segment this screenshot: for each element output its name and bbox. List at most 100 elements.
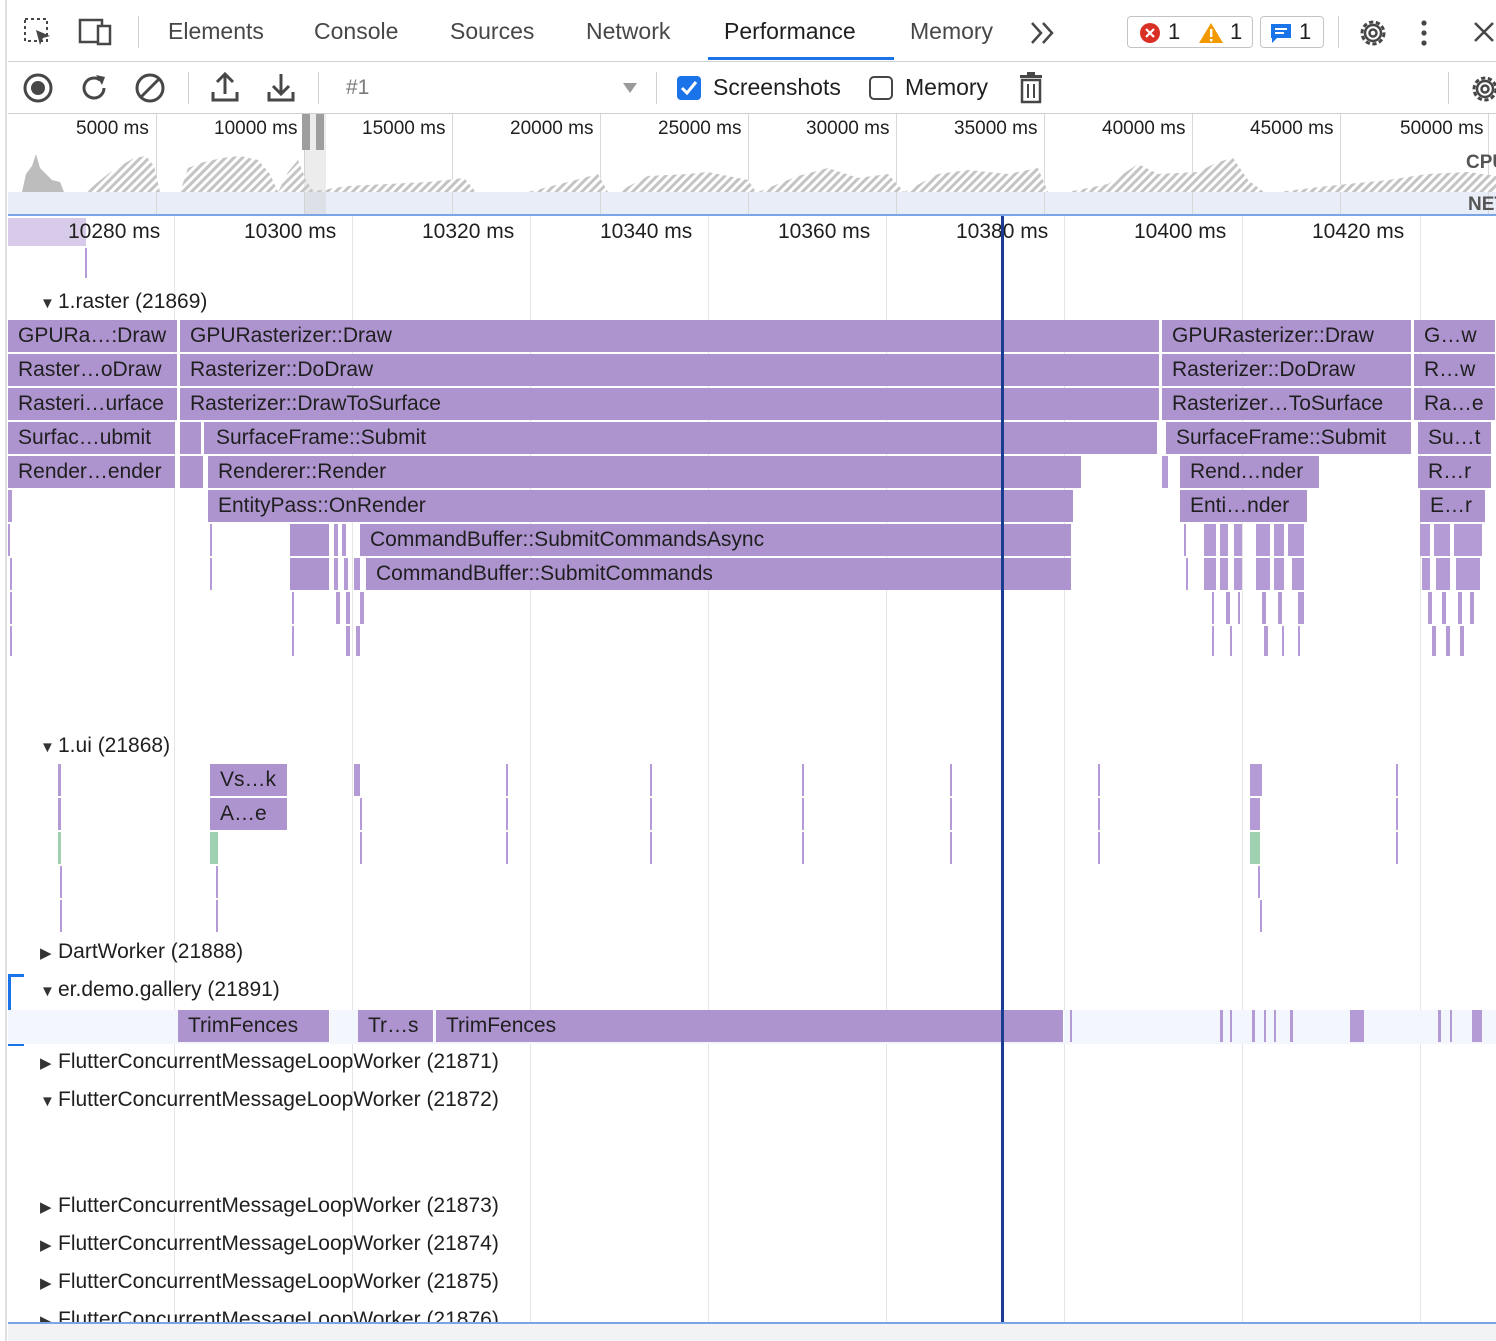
track-header-raster[interactable]: ▼ 1.raster (21869) [40,290,207,314]
garbage-collect-trash-icon[interactable] [1018,72,1044,104]
tab-console[interactable]: Console [314,18,399,44]
event-tick[interactable] [950,764,952,796]
track-header-worker-21872[interactable]: ▼ FlutterConcurrentMessageLoopWorker (218… [40,1088,499,1112]
event-tick[interactable] [1250,832,1260,864]
event-tick[interactable] [1098,832,1100,864]
event-tick[interactable] [334,558,338,590]
event-tick[interactable] [356,626,360,656]
event-tick[interactable] [1220,558,1228,590]
event-tick[interactable] [360,832,362,864]
event-tick[interactable] [292,592,294,624]
event-tick[interactable] [58,832,61,864]
flame-event[interactable]: SurfaceFrame::Submit [204,422,1158,454]
event-tick[interactable] [1450,1010,1452,1042]
event-tick[interactable] [1184,524,1186,556]
event-tick[interactable] [210,832,218,864]
flame-event[interactable]: Raster…oDraw [8,354,178,386]
flame-event[interactable] [180,422,202,454]
event-tick[interactable] [1258,866,1260,898]
event-tick[interactable] [1298,592,1304,624]
tab-memory[interactable]: Memory [910,18,994,44]
flame-event[interactable]: GPURa…:Draw [8,320,178,352]
event-tick[interactable] [1470,592,1474,624]
details-panel-splitter[interactable] [8,1322,1496,1341]
timeline-overview[interactable]: 5000 ms 10000 ms 15000 ms 20000 ms 25000… [8,114,1496,214]
event-tick[interactable] [334,524,338,556]
chevron-down-icon[interactable] [622,82,638,94]
event-tick[interactable] [58,764,61,796]
event-tick[interactable] [1262,592,1266,624]
event-tick[interactable] [346,626,350,656]
track-header-ui[interactable]: ▼ 1.ui (21868) [40,734,170,758]
flame-event[interactable]: Rasterizer…ToSurface [1162,388,1412,420]
memory-checkbox[interactable] [868,75,894,101]
flame-event[interactable]: TrimFences [178,1010,330,1042]
event-tick[interactable] [1220,524,1228,556]
event-tick[interactable] [1428,592,1432,624]
event-tick[interactable] [360,592,364,624]
flame-event[interactable] [290,524,330,556]
inspect-element-icon[interactable] [22,16,54,48]
event-tick[interactable] [354,764,360,796]
event-tick[interactable] [336,592,340,624]
track-header-worker-21875[interactable]: ▶ FlutterConcurrentMessageLoopWorker (218… [40,1270,499,1294]
event-tick[interactable] [1238,592,1240,624]
event-tick[interactable] [1422,558,1430,590]
event-tick[interactable] [360,798,362,830]
event-tick[interactable] [58,798,61,830]
event-tick[interactable] [1454,524,1482,556]
flame-event[interactable]: CommandBuffer::SubmitCommandsAsync [360,524,1072,556]
event-tick[interactable] [1264,1010,1266,1042]
event-tick[interactable] [60,900,62,932]
event-tick[interactable] [1212,626,1214,656]
reload-record-icon[interactable] [78,72,110,104]
flame-event[interactable]: Surfac…ubmit [8,422,176,454]
event-tick[interactable] [802,764,804,796]
flame-event[interactable]: SurfaceFrame::Submit [1166,422,1412,454]
event-tick[interactable] [1070,1010,1072,1042]
flame-event[interactable]: G…w [1414,320,1496,352]
event-tick[interactable] [1186,558,1188,590]
flame-event[interactable]: GPURasterizer::Draw [1162,320,1412,352]
recording-select[interactable]: #1 [346,76,370,99]
event-tick[interactable] [650,764,652,796]
selection-handle-left[interactable] [302,114,310,150]
event-tick[interactable] [950,832,952,864]
tab-performance[interactable]: Performance [724,18,856,44]
event-tick[interactable] [1098,764,1100,796]
event-tick[interactable] [1278,592,1282,624]
event-tick[interactable] [1456,558,1480,590]
track-header-worker-21874[interactable]: ▶ FlutterConcurrentMessageLoopWorker (218… [40,1232,499,1256]
event-tick[interactable] [1458,592,1462,624]
event-tick[interactable] [1432,626,1436,656]
flame-event[interactable]: Renderer::Render [208,456,1082,488]
event-tick[interactable] [506,832,508,864]
event-tick[interactable] [802,832,804,864]
flame-event[interactable] [180,456,204,488]
event-tick[interactable] [802,798,804,830]
event-tick[interactable] [292,626,294,656]
screenshots-checkbox[interactable] [676,75,702,101]
flame-event[interactable]: R…r [1418,456,1492,488]
messages-counter[interactable]: 1 [1260,16,1324,48]
flame-event[interactable]: E…r [1420,490,1486,522]
event-tick[interactable] [650,832,652,864]
event-tick[interactable] [1472,1010,1482,1042]
event-tick[interactable] [210,524,212,556]
flame-event[interactable]: Ra…e [1414,388,1496,420]
event-tick[interactable] [506,764,508,796]
event-tick[interactable] [1396,764,1398,796]
flame-event[interactable]: Tr…s [358,1010,434,1042]
event-tick[interactable] [1256,524,1270,556]
event-tick[interactable] [10,626,12,656]
event-tick[interactable] [1234,558,1242,590]
tab-network[interactable]: Network [586,18,671,44]
event-tick[interactable] [1098,798,1100,830]
event-tick[interactable] [650,798,652,830]
event-tick[interactable] [1230,1010,1232,1042]
event-tick[interactable] [1350,1010,1364,1042]
flame-event[interactable]: Rasterizer::DoDraw [1162,354,1412,386]
capture-settings-gear-icon[interactable] [1468,72,1496,106]
flame-chart[interactable]: 10280 ms 10300 ms 10320 ms 10340 ms 1036… [8,214,1496,1324]
event-tick[interactable] [1264,626,1268,656]
